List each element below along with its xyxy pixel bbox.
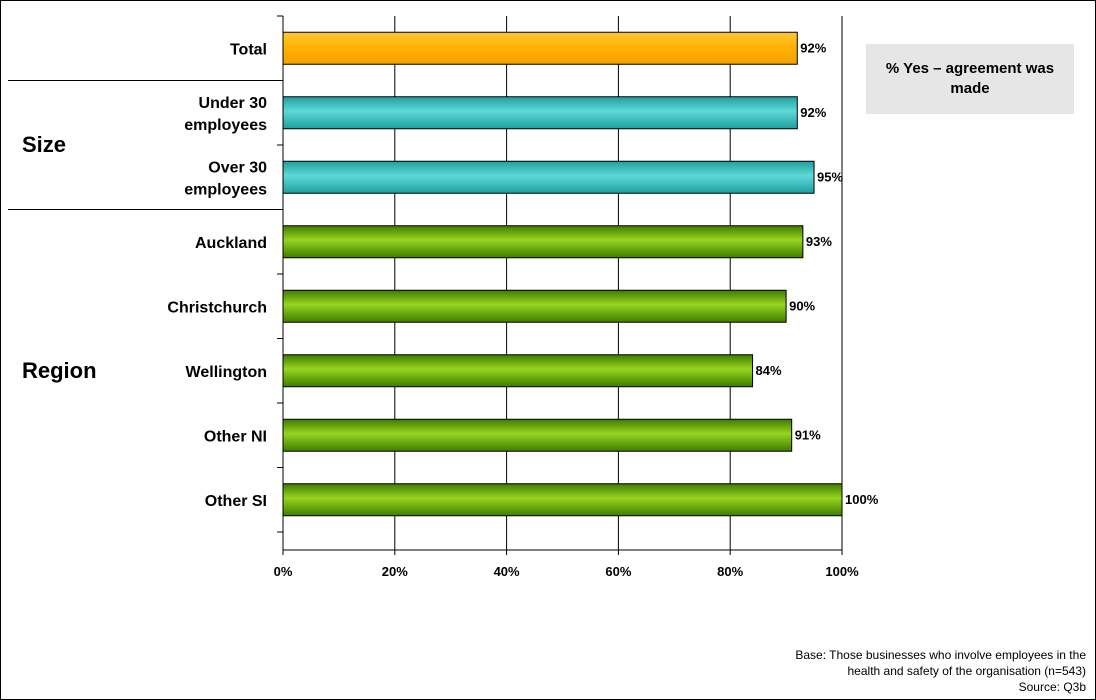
x-tick-label: 40% bbox=[494, 564, 520, 579]
category-label: Over 30 employees bbox=[184, 159, 267, 198]
x-tick-label: 100% bbox=[825, 564, 859, 579]
category-label: Other SI bbox=[205, 493, 267, 510]
value-label: 100% bbox=[845, 492, 879, 507]
category-label: Other NI bbox=[204, 428, 267, 445]
footnote-base-line-2: health and safety of the organisation (n… bbox=[847, 664, 1087, 678]
category-label: Auckland bbox=[195, 235, 267, 252]
group-label: Size bbox=[22, 132, 66, 157]
category-label: Total bbox=[230, 41, 267, 58]
bar bbox=[282, 160, 815, 194]
bar bbox=[282, 354, 754, 388]
category-label: Christchurch bbox=[167, 299, 267, 316]
bar bbox=[282, 483, 843, 517]
footnote: Base: Those businesses who involve emplo… bbox=[795, 647, 1086, 695]
x-tick-label: 20% bbox=[382, 564, 408, 579]
bar bbox=[282, 418, 793, 452]
x-tick-label: 0% bbox=[274, 564, 293, 579]
value-label: 92% bbox=[800, 40, 826, 55]
x-tick-label: 60% bbox=[605, 564, 631, 579]
group-label: Region bbox=[22, 358, 97, 383]
value-label: 93% bbox=[806, 234, 832, 249]
bar bbox=[282, 289, 787, 323]
footnote-base-line-1: Base: Those businesses who involve emplo… bbox=[795, 648, 1086, 662]
bar bbox=[282, 225, 804, 259]
legend-text: % Yes – agreement was made bbox=[885, 60, 1055, 97]
value-label: 95% bbox=[817, 169, 843, 184]
category-label: Wellington bbox=[186, 364, 267, 381]
x-tick-label: 80% bbox=[717, 564, 743, 579]
value-label: 84% bbox=[756, 363, 782, 378]
value-label: 92% bbox=[800, 105, 826, 120]
value-label: 90% bbox=[789, 298, 815, 313]
category-label: Under 30 employees bbox=[184, 95, 267, 134]
bar bbox=[282, 96, 798, 130]
category-labels: Total Under 30 employees Over 30 employees Au… bbox=[22, 41, 267, 510]
legend: % Yes – agreement was made bbox=[866, 44, 1074, 114]
value-label: 91% bbox=[795, 427, 821, 442]
footnote-source: Source: Q3b bbox=[1018, 680, 1086, 694]
bars: 92% 92% 95% 93% 90% 84% 91% 100% bbox=[282, 31, 879, 517]
bar bbox=[282, 31, 798, 65]
axes: 0% 20% 40% 60% 80% 100% bbox=[8, 15, 859, 579]
